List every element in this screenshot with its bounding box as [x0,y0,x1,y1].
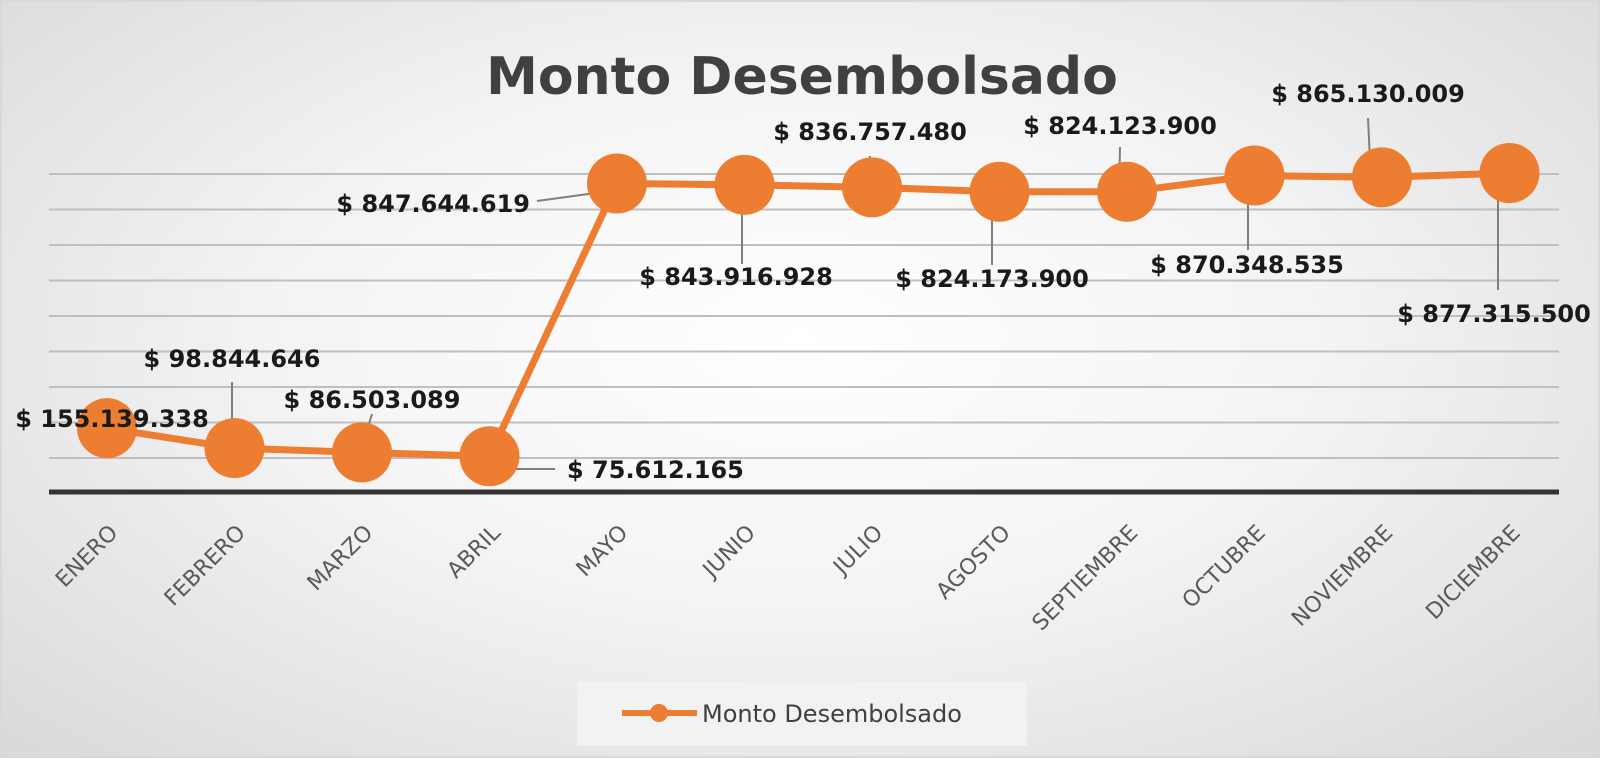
data-label: $ 824.173.900 [895,265,1089,293]
data-label: $ 75.612.165 [567,456,744,484]
legend-marker [650,704,668,722]
x-tick-labels: ENERO FEBRERO MARZO ABRIL MAYO JUNIO JULIO AGOS… [51,520,1526,636]
data-label: $ 843.916.928 [639,263,833,291]
data-point [1224,145,1285,206]
legend: Monto Desembolsado [577,682,1027,746]
x-tick-label: OCTUBRE [1178,521,1271,614]
data-label: $ 865.130.009 [1271,80,1465,108]
x-tick-label: MAYO [572,521,633,582]
data-label: $ 870.348.535 [1150,251,1344,279]
data-point [969,161,1030,222]
x-tick-label: ENERO [51,521,123,593]
chart-title: Monto Desembolsado [486,47,1118,107]
data-point [1479,143,1540,204]
x-tick-label: MARZO [303,521,378,596]
data-labels: $ 155.139.338 $ 98.844.646 $ 86.503.089 $ 7… [15,80,1591,484]
data-point [77,398,137,459]
data-label: $ 98.844.646 [144,345,321,373]
data-point [459,426,520,487]
x-tick-label: JUNIO [697,521,761,585]
data-point [332,422,392,483]
data-point [204,418,265,479]
data-label: $ 877.315.500 [1397,300,1591,328]
data-point [1097,161,1157,222]
data-label: $ 824.123.900 [1023,112,1217,140]
gridlines [49,173,1559,459]
data-label: $ 86.503.089 [284,386,461,414]
x-tick-label: SEPTIEMBRE [1028,521,1143,636]
data-label: $ 836.757.480 [773,118,967,146]
data-label: $ 847.644.619 [336,190,530,218]
data-markers [77,143,1540,487]
data-point [587,153,647,214]
x-tick-label: DICIEMBRE [1421,521,1525,625]
data-point [714,154,775,215]
x-tick-label: FEBRERO [160,521,251,612]
data-point [1352,147,1412,208]
legend-label: Monto Desembolsado [702,700,962,728]
x-tick-label: AGOSTO [932,521,1016,605]
x-tick-label: JULIO [828,521,889,582]
x-tick-label: ABRIL [443,520,507,584]
data-point [842,157,902,218]
x-tick-label: NOVIEMBRE [1287,521,1398,632]
data-label: $ 155.139.338 [15,405,209,433]
